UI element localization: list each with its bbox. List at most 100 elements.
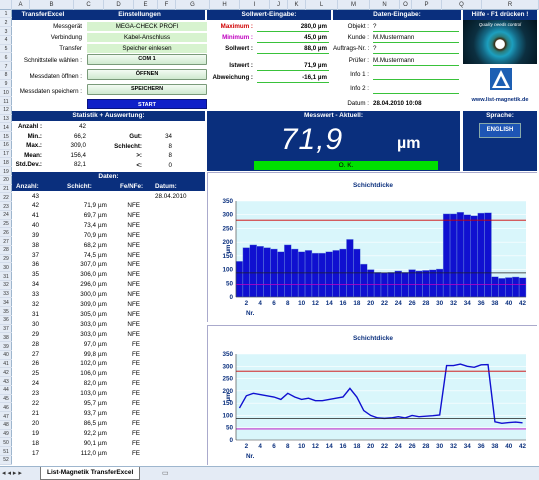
column-header-B[interactable]: B (30, 0, 74, 10)
column-header-O[interactable]: O (400, 0, 412, 10)
row-header-13[interactable]: 13 (0, 115, 12, 124)
row-header-37[interactable]: 37 (0, 325, 12, 334)
daten-value[interactable]: 28.04.2010 10:08 (373, 100, 422, 107)
row-header-20[interactable]: 20 (0, 176, 12, 185)
x-tick-label: 32 (450, 443, 458, 450)
row-header-31[interactable]: 31 (0, 273, 12, 281)
column-header-E[interactable]: E (134, 0, 158, 10)
line-chart-panel: Schichtdicke 0 50 100 150 200 250 300 350 2 4 6 8 10 1… (207, 325, 538, 466)
row-header-32[interactable]: 32 (0, 281, 12, 290)
row-header-51[interactable]: 51 (0, 448, 12, 456)
column-header-J[interactable]: J (270, 0, 288, 10)
row-header-35[interactable]: 35 (0, 308, 12, 316)
column-header-M[interactable]: M (338, 0, 370, 10)
cell-unit: µm (98, 202, 107, 209)
row-header-9[interactable]: 9 (0, 80, 12, 89)
row-header-23[interactable]: 23 (0, 203, 12, 211)
daten-value[interactable]: ? (373, 23, 377, 30)
sheet-tab-active[interactable]: List-Magnetik TransferExcel (40, 467, 141, 480)
row-header-6[interactable]: 6 (0, 54, 12, 63)
help-title[interactable]: Hilfe - F1 drücken ! (463, 10, 537, 20)
sollwert-value[interactable]: 45,0 µm (304, 34, 327, 41)
row-header-21[interactable]: 21 (0, 185, 12, 194)
row-header-34[interactable]: 34 (0, 299, 12, 308)
row-header-40[interactable]: 40 (0, 351, 12, 360)
row-header-45[interactable]: 45 (0, 395, 12, 404)
column-header-L[interactable]: L (306, 0, 338, 10)
sollwert-value[interactable]: -16,1 µm (302, 74, 327, 81)
column-header-K[interactable]: K (288, 0, 306, 10)
sollwert-value[interactable]: 280,0 µm (300, 23, 327, 30)
column-header-I[interactable]: I (240, 0, 270, 10)
open-button[interactable]: ÖFFNEN (87, 69, 207, 80)
column-header-N[interactable]: N (370, 0, 400, 10)
daten-value[interactable]: ? (373, 45, 377, 52)
row-header-5[interactable]: 5 (0, 45, 12, 54)
daten-value[interactable]: M.Mustermann (373, 57, 415, 64)
corner-cell[interactable] (0, 0, 12, 10)
row-header-18[interactable]: 18 (0, 159, 12, 168)
row-header-1[interactable]: 1 (0, 10, 12, 19)
row-header-16[interactable]: 16 (0, 141, 12, 150)
row-header-17[interactable]: 17 (0, 150, 12, 159)
row-header-46[interactable]: 46 (0, 404, 12, 413)
bar (235, 261, 244, 298)
sheet-nav-arrows[interactable]: ◂ ◂ ▸ ▸ (2, 470, 22, 477)
row-header-29[interactable]: 29 (0, 255, 12, 264)
row-header-14[interactable]: 14 (0, 124, 12, 133)
column-header-C[interactable]: C (74, 0, 104, 10)
com-port-button[interactable]: COM 1 (87, 54, 207, 65)
row-header-11[interactable]: 11 (0, 98, 12, 106)
row-header-3[interactable]: 3 (0, 28, 12, 36)
row-header-38[interactable]: 38 (0, 334, 12, 343)
row-header-27[interactable]: 27 (0, 238, 12, 246)
row-header-30[interactable]: 30 (0, 264, 12, 273)
row-header-15[interactable]: 15 (0, 133, 12, 141)
new-sheet-icon[interactable]: ▭ (162, 470, 169, 477)
row-header-42[interactable]: 42 (0, 369, 12, 378)
row-header-10[interactable]: 10 (0, 89, 12, 98)
row-header-19[interactable]: 19 (0, 168, 12, 176)
x-tick-label: 38 (491, 300, 499, 307)
row-header-7[interactable]: 7 (0, 63, 12, 71)
row-header-52[interactable]: 52 (0, 456, 12, 465)
english-language-button[interactable]: ENGLISH (479, 123, 521, 138)
column-header-G[interactable]: G (176, 0, 210, 10)
column-header-D[interactable]: D (104, 0, 134, 10)
cell-fe-nfe: FE (131, 380, 140, 388)
row-header-2[interactable]: 2 (0, 19, 12, 28)
column-header-H[interactable]: H (210, 0, 240, 10)
row-header-43[interactable]: 43 (0, 378, 12, 386)
row-header-26[interactable]: 26 (0, 229, 12, 238)
row-header-36[interactable]: 36 (0, 316, 12, 325)
column-header-F[interactable]: F (158, 0, 176, 10)
row-header-48[interactable]: 48 (0, 421, 12, 430)
daten-value[interactable]: M.Mustermann (373, 34, 415, 41)
row-header-22[interactable]: 22 (0, 194, 12, 203)
transfer-select[interactable]: Speicher einlesen (87, 44, 207, 53)
row-header-44[interactable]: 44 (0, 386, 12, 395)
device-select[interactable]: MEGA-CHECK PROFI (87, 22, 207, 31)
row-header-33[interactable]: 33 (0, 290, 12, 299)
row-header-25[interactable]: 25 (0, 220, 12, 229)
row-header-49[interactable]: 49 (0, 430, 12, 439)
sollwert-value[interactable]: 71,9 µm (304, 62, 327, 69)
save-button[interactable]: SPEICHERN (87, 84, 207, 95)
column-header-P[interactable]: P (412, 0, 442, 10)
row-header-50[interactable]: 50 (0, 439, 12, 448)
connection-select[interactable]: Kabel-Anschluss (87, 33, 207, 42)
row-header-41[interactable]: 41 (0, 360, 12, 369)
website-link[interactable]: www.list-magnetik.de (471, 97, 529, 103)
sollwert-value[interactable]: 88,0 µm (304, 45, 327, 52)
row-header-4[interactable]: 4 (0, 36, 12, 45)
row-header-28[interactable]: 28 (0, 246, 12, 255)
row-header-24[interactable]: 24 (0, 211, 12, 220)
row-header-12[interactable]: 12 (0, 106, 12, 115)
column-header-Q[interactable]: Q (442, 0, 482, 10)
column-header-R[interactable]: R (482, 0, 539, 10)
column-header-A[interactable]: A (12, 0, 30, 10)
row-header-8[interactable]: 8 (0, 71, 12, 80)
row-header-47[interactable]: 47 (0, 413, 12, 421)
row-header-39[interactable]: 39 (0, 343, 12, 351)
start-button[interactable]: START (87, 99, 207, 109)
